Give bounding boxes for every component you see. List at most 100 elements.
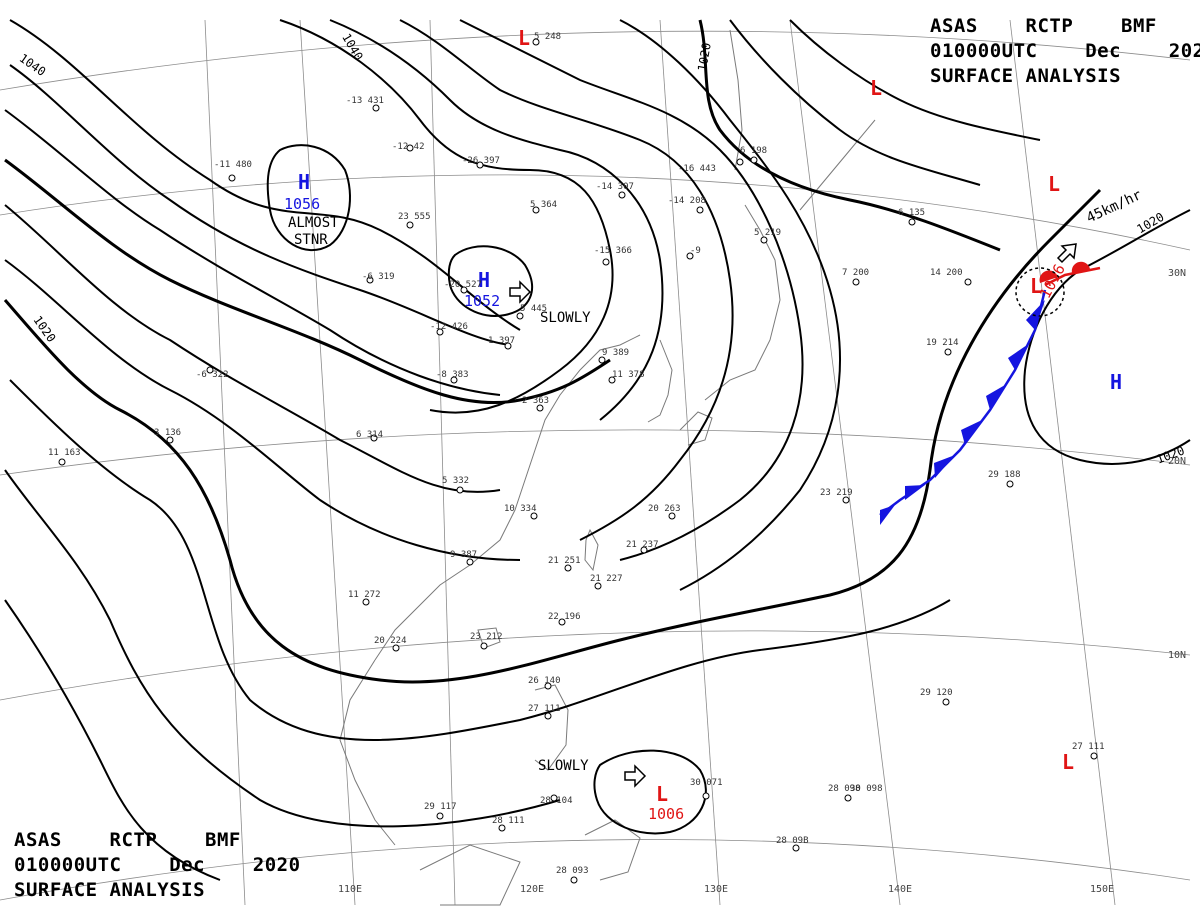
coast-honshu (704, 204, 781, 401)
warm-front (1039, 261, 1101, 287)
isobar (729, 19, 981, 186)
cold-front-triangle (986, 385, 1005, 410)
coast-mindanao (584, 819, 641, 881)
station-plot: 28 09B (776, 836, 809, 846)
station-plot: -9 (690, 246, 701, 256)
meridian-110e (299, 19, 356, 906)
station-plot: -14 208 (668, 196, 706, 206)
isobar (789, 19, 1041, 141)
station-plot: 28 093 (556, 866, 589, 876)
station-plot: 1 397 (488, 336, 516, 346)
isobar (9, 19, 521, 331)
coast-borneo (419, 844, 521, 906)
station-plot: -6 322 (196, 370, 229, 380)
coast-luzon (534, 684, 569, 771)
isobar (4, 599, 221, 881)
cold-front-triangle (905, 485, 925, 500)
high-siberia-symbol: H (298, 170, 311, 194)
station-plot: -14 307 (596, 182, 634, 192)
header-bottom-left: ASAS RCTP BMF 010000UTC Dec 2020 SURFACE A… (14, 828, 301, 903)
header-line3: SURFACE ANALYSIS (930, 65, 1122, 87)
warm-front-semicircle (1039, 270, 1058, 283)
parallel-30n (0, 174, 1191, 251)
station-plot: -16 443 (678, 164, 716, 174)
isobar (279, 19, 614, 414)
station-plot: 9 389 (602, 348, 630, 358)
low-pacific-symbol: L (1030, 274, 1043, 298)
cold-front-triangle (880, 505, 895, 525)
high-siberia-pressure: 1056 (284, 195, 321, 213)
isobar (399, 19, 734, 541)
station-plot: 28 098 (828, 784, 861, 794)
station-plot: 10 334 (504, 504, 537, 514)
lon-label-140e: 140E (888, 884, 913, 895)
station-plot: 3 136 (154, 428, 182, 438)
high-siberia-note: ALMOST (288, 215, 339, 231)
graticule (0, 19, 1191, 906)
station-plot: -15 366 (594, 246, 632, 256)
station-plot: 21 237 (626, 540, 659, 550)
station-plot: 14 200 (930, 268, 963, 278)
lat-label-20n: 20N (1168, 456, 1187, 467)
coast-china (374, 334, 641, 661)
station-plot: 29 188 (988, 470, 1021, 480)
isobar (4, 109, 501, 396)
meridian-130e (659, 19, 721, 906)
station-plot: -13 431 (346, 96, 384, 106)
station-plot: 29 117 (424, 802, 457, 812)
station-plot: -6 319 (362, 272, 395, 282)
header-line1: ASAS RCTP BMF (930, 15, 1157, 37)
isobar (459, 19, 804, 561)
meridian-140e (789, 19, 901, 906)
isobar-philippines-low (593, 749, 707, 835)
station-plot: -12 426 (430, 322, 468, 332)
isobar-1040 (4, 158, 611, 405)
isobar-1020-north (698, 19, 1001, 252)
station-plot: 6 198 (740, 146, 768, 156)
station-plot: 5 445 (520, 304, 548, 314)
station-plot: 9 387 (450, 550, 478, 560)
station-plot: 26 140 (528, 676, 561, 686)
isobar-pacific-high (1023, 209, 1191, 465)
high-siberia-note2: STNR (294, 232, 328, 248)
low-north3-symbol: L (1048, 172, 1061, 196)
header-top-right: ASAS RCTP BMF 010000UTC Dec 2020 SURFACE A… (930, 14, 1200, 89)
arrow-mongolia-high (509, 280, 532, 304)
station-plot: 29 120 (920, 688, 953, 698)
station-plot: 5 219 (754, 228, 782, 238)
warm-front-semicircle (1071, 261, 1090, 273)
station-plot: 2 363 (522, 396, 550, 406)
station-plot: 21 227 (590, 574, 623, 584)
station-plot: -11 480 (214, 160, 252, 170)
low-philippines-note: SLOWLY (538, 758, 589, 774)
isobar (329, 19, 664, 421)
isobars (3, 19, 1191, 881)
lat-label-30n: 30N (1168, 268, 1187, 279)
lon-label-150e: 150E (1090, 884, 1115, 895)
station-plot: 21 251 (548, 556, 581, 566)
header-line3: SURFACE ANALYSIS (14, 879, 206, 901)
low-north1-symbol: L (518, 26, 531, 50)
station-plot: 7 200 (842, 268, 870, 278)
isobar-siberia-high (266, 144, 351, 251)
high-mongolia-symbol: H (478, 268, 491, 292)
low-southeast-symbol: L (1062, 750, 1075, 774)
isobar (619, 19, 841, 591)
station-plot: 20 224 (374, 636, 407, 646)
station-plot: 11 378 (612, 370, 645, 380)
header-line1: ASAS RCTP BMF (14, 829, 241, 851)
station-plot: 22 196 (548, 612, 581, 622)
lon-label-120e: 120E (520, 884, 545, 895)
low-philippines-pressure: 1006 (648, 805, 685, 823)
isobar (4, 469, 561, 828)
station-plot: -12 42 (392, 142, 425, 152)
station-plot: 27 111 (1072, 742, 1105, 752)
lon-label-110e: 110E (338, 884, 363, 895)
meridian-100e (204, 19, 246, 906)
station-plot: 6 314 (356, 430, 384, 440)
station-plot: 11 163 (48, 448, 81, 458)
lon-label-130e: 130E (704, 884, 729, 895)
cold-front-triangle (934, 455, 955, 478)
coast-taiwan (584, 528, 599, 572)
